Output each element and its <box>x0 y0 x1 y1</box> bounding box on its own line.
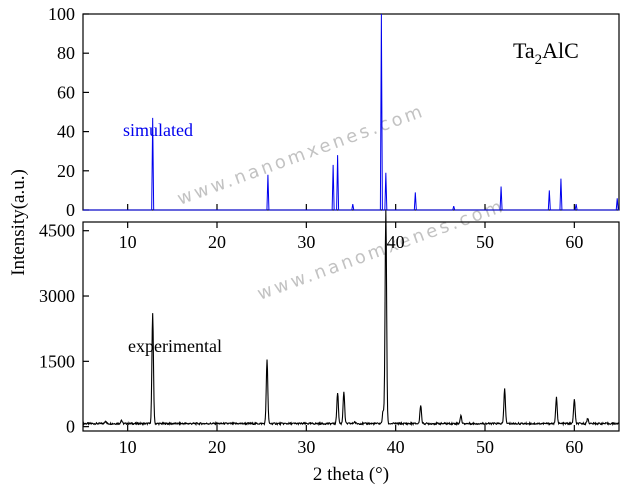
top-xtick-label: 20 <box>208 232 226 252</box>
top-xtick-label: 10 <box>119 232 137 252</box>
top-xtick-label: 60 <box>565 232 583 252</box>
bottom-xtick-label: 40 <box>387 437 405 457</box>
watermark-text: www.nanomxenes.com <box>255 195 508 304</box>
top-ytick-label: 20 <box>57 161 75 181</box>
bottom-xtick-label: 10 <box>119 437 137 457</box>
top-xtick-label: 50 <box>476 232 494 252</box>
bottom-xtick-label: 50 <box>476 437 494 457</box>
top-panel: 0 20 40 60 80 100 <box>48 4 620 220</box>
bottom-ytick-label: 3000 <box>39 286 75 306</box>
bottom-panel: 0 1500 3000 4500 10 20 30 40 50 60 10 20 30 40 50 60 <box>39 210 620 457</box>
x-axis-title: 2 theta (°) <box>313 464 389 485</box>
bottom-ytick-label: 0 <box>66 417 75 437</box>
experimental-series-line <box>83 210 619 427</box>
bottom-ytick-label: 1500 <box>39 351 75 371</box>
bottom-ytick-label: 4500 <box>39 221 75 241</box>
formula-subscript: 2 <box>535 52 543 68</box>
top-ytick-label: 40 <box>57 122 75 142</box>
top-frame <box>82 13 620 211</box>
top-ytick-label: 60 <box>57 82 75 102</box>
formula-annotation: Ta2AlC <box>513 38 579 68</box>
top-xtick-label: 30 <box>297 232 315 252</box>
bottom-xtick-label: 60 <box>565 437 583 457</box>
bottom-xtick-label: 30 <box>297 437 315 457</box>
simulated-series-line <box>83 13 619 211</box>
formula-rest: AlC <box>542 38 579 63</box>
top-ytick-label: 0 <box>66 200 75 220</box>
bottom-xtick-label: 20 <box>208 437 226 457</box>
simulated-label: simulated <box>123 120 193 140</box>
y-axis-title: Intensity(a.u.) <box>8 169 29 276</box>
watermark-text: www.nanomxenes.com <box>175 100 428 209</box>
formula-base: Ta <box>513 38 535 63</box>
top-ytick-label: 100 <box>48 4 75 24</box>
experimental-label: experimental <box>128 336 222 356</box>
top-xtick-label: 40 <box>387 232 405 252</box>
top-ytick-label: 80 <box>57 43 75 63</box>
bottom-frame <box>82 221 620 432</box>
